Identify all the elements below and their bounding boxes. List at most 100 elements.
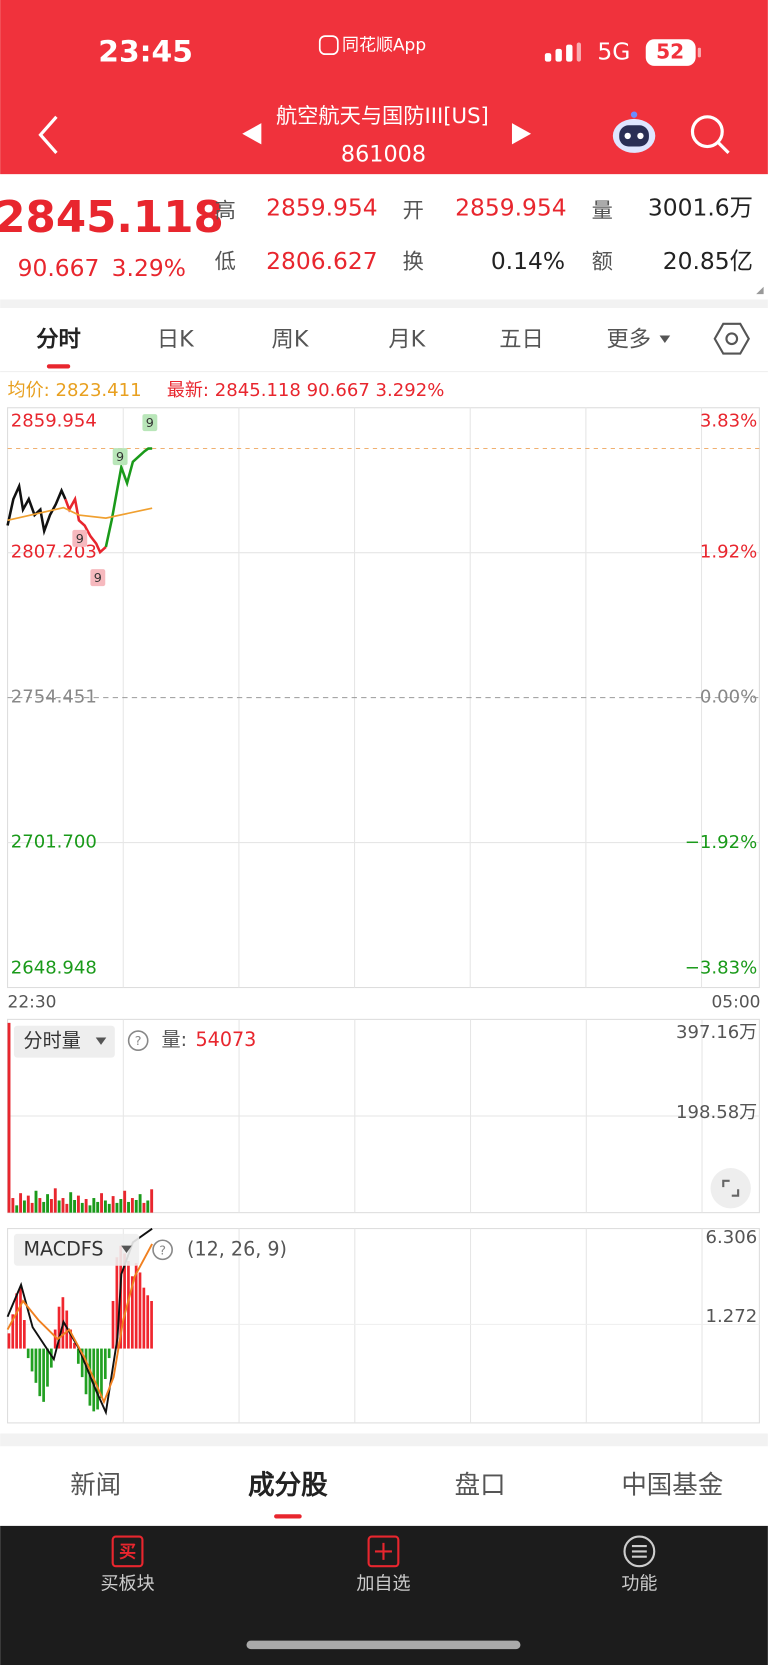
macd-bar — [11, 1314, 15, 1349]
volume-bar — [92, 1198, 96, 1213]
macd-bar — [84, 1348, 88, 1395]
tab[interactable]: 五日 — [499, 326, 544, 352]
field-label: 量 — [592, 198, 613, 223]
macd-bar — [107, 1348, 111, 1359]
avg-label: 均价: — [8, 380, 50, 401]
macd-bar — [142, 1287, 146, 1349]
volume-bar — [100, 1193, 103, 1213]
separator — [0, 299, 768, 308]
prev-button[interactable] — [242, 123, 262, 145]
dropdown-arrow — [659, 335, 671, 343]
menu-icon — [623, 1535, 656, 1568]
macd-bar — [96, 1348, 99, 1410]
tab[interactable]: 更多 — [606, 326, 651, 352]
field-value: 2859.954 — [455, 194, 566, 222]
readout-label: 量: — [162, 1028, 188, 1051]
settings-button[interactable] — [713, 322, 750, 355]
buy-button[interactable]: 买 买板块 — [100, 1535, 155, 1595]
volume-bar — [65, 1203, 69, 1213]
macd-line — [6, 1227, 153, 1416]
watch-button[interactable]: 加自选 — [356, 1535, 411, 1595]
macd-bar — [138, 1272, 142, 1349]
macd-title: MACDFS — [23, 1237, 103, 1260]
macd-bar — [69, 1329, 72, 1349]
macd-bar — [127, 1261, 130, 1349]
y-tick-label: 2754.451 — [11, 687, 97, 708]
signal-marker — [72, 529, 88, 547]
battery — [645, 39, 696, 66]
macd-bar — [38, 1348, 42, 1397]
macd-bar — [30, 1348, 34, 1372]
assistant-button[interactable] — [612, 111, 656, 153]
macd-bar — [46, 1348, 49, 1387]
expand-icon — [722, 1179, 740, 1197]
macd-bar — [123, 1253, 126, 1349]
volume-bar — [127, 1201, 130, 1213]
latest-change: 90.667 — [307, 380, 370, 401]
macd-bar — [15, 1293, 18, 1349]
expand-button[interactable] — [710, 1168, 751, 1209]
volume-bar — [49, 1199, 53, 1213]
y-tick-label: 2701.700 — [11, 832, 97, 853]
help-icon — [127, 1030, 149, 1051]
app-name: 同花顺App — [342, 36, 426, 56]
toolbar-label: 功能 — [621, 1573, 657, 1594]
field-value: 2859.954 — [266, 194, 377, 222]
panel-frame — [7, 1228, 760, 1424]
buy-icon — [111, 1535, 144, 1568]
volume-bar — [123, 1190, 127, 1213]
tab-active[interactable]: 分时 — [36, 326, 81, 352]
x-tick-label: 22:30 — [8, 992, 57, 1012]
price-line — [6, 481, 67, 536]
macd-bar — [80, 1348, 84, 1378]
field-value: 3001.6万 — [648, 194, 753, 222]
separator — [0, 1433, 768, 1447]
volume-bar — [69, 1192, 73, 1213]
back-button[interactable] — [38, 115, 58, 154]
volume-title: 分时量 — [23, 1029, 80, 1052]
y-tick-label: 2807.203 — [11, 542, 97, 563]
bottom-tab[interactable]: 中国基金 — [621, 1471, 723, 1501]
change-pct: 3.29% — [112, 254, 186, 282]
tab[interactable]: 周K — [272, 326, 310, 352]
tab[interactable]: 日K — [157, 326, 195, 352]
search-button[interactable] — [690, 115, 730, 155]
volume-bar — [84, 1199, 88, 1213]
volume-bar — [53, 1188, 57, 1213]
macd-bar — [150, 1300, 153, 1349]
volume-bar — [134, 1199, 138, 1213]
macd-bar — [146, 1295, 150, 1349]
volume-bar — [146, 1200, 150, 1213]
dropdown-arrow — [95, 1037, 107, 1045]
bottom-tab[interactable]: 盘口 — [455, 1471, 506, 1501]
bottom-tab-indicator — [274, 1514, 302, 1519]
settings-dot — [725, 332, 739, 346]
macd-bar — [7, 1333, 11, 1349]
macd-bar — [22, 1320, 26, 1349]
macd-bar — [76, 1348, 80, 1364]
volume-bar — [46, 1194, 50, 1213]
signal-label: 9 — [146, 416, 154, 431]
home-indicator — [246, 1640, 521, 1650]
next-button[interactable] — [511, 123, 532, 145]
volume-bar — [11, 1198, 15, 1213]
volume-selector — [13, 1025, 115, 1058]
volume-bar — [7, 1022, 11, 1213]
y-tick-label: 6.306 — [706, 1227, 758, 1248]
volume-bar — [88, 1205, 92, 1213]
tab[interactable]: 月K — [388, 326, 426, 352]
menu-icon-lines — [631, 1545, 647, 1558]
bottom-tab[interactable]: 新闻 — [70, 1471, 121, 1501]
y2-tick-label: 0.00% — [700, 687, 757, 708]
function-button[interactable]: 功能 — [621, 1535, 657, 1595]
app-icon — [318, 35, 339, 56]
bottom-tab-active[interactable]: 成分股 — [248, 1470, 328, 1501]
field-label: 高 — [215, 198, 236, 223]
stock-name: 航空航天与国防III[US] — [276, 104, 489, 129]
y-tick-label: 1.272 — [706, 1306, 758, 1327]
battery-tip — [697, 47, 701, 58]
macd-bar — [26, 1348, 30, 1359]
signal-marker — [90, 569, 106, 587]
